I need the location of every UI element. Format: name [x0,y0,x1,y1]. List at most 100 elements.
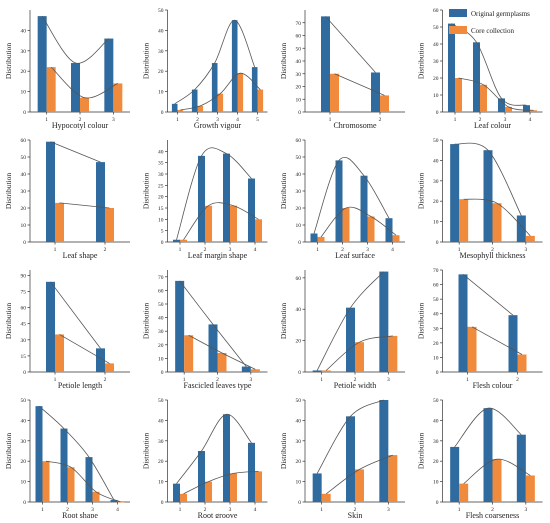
x-tick-label: 1 [179,507,182,513]
chart-panel-leaf-shape: 0 10 20 30 40 50 60 Distribution 1 2 Leaf shape [4,138,130,260]
y-tick-label: 50 [296,155,302,161]
trend-curve-core-collection [50,66,118,99]
y-axis-label: Distribution [279,433,288,470]
trend-curve-core-collection [320,206,397,238]
x-tick-label: 4 [391,247,394,253]
bar-core-collection-1 [42,461,50,502]
bar-core-collection-3 [217,93,224,112]
y-tick-label: 20 [21,459,27,465]
y-tick-label: 60 [21,138,27,144]
y-tick-label: 30 [433,179,439,185]
bar-original-germplasms-2 [483,150,493,242]
x-tick-label: 1 [466,377,469,383]
trend-curve-core-collection [463,198,531,237]
trend-curve-original-germplasms [462,274,514,316]
x-tick-label: 2 [354,377,357,383]
y-tick-label: 40 [433,42,439,48]
bar-core-collection-1 [321,370,331,372]
x-tick-label: 3 [504,117,507,123]
chart-title: Mesophyll thickness [460,251,526,260]
bar-core-collection-1 [330,73,339,112]
bar-core-collection-3 [525,475,535,502]
trend-curve-original-germplasms [176,147,252,240]
chart-title: Leaf colour [474,121,511,130]
y-tick-label: 40 [296,172,302,178]
trend-curve-core-collection [183,202,259,240]
bar-original-germplasms-1 [46,141,55,242]
trend-curve-original-germplasms [176,413,252,484]
bar-core-collection-3 [230,473,237,502]
y-tick-label: 50 [158,8,164,14]
chart-title: Hypocotyl colour [52,121,109,130]
legend-label-original-germplasms: Original germplasms [471,10,530,18]
x-tick-label: 2 [479,117,482,123]
bar-core-collection-2 [492,203,502,242]
x-tick-label: 2 [79,117,82,123]
y-tick-label: 15 [21,354,27,360]
bar-original-germplasms-1 [173,239,180,242]
y-tick-label: 20 [21,69,27,75]
chart-panel-leaf-surface: 0 10 20 30 40 50 60 Distribution 1 2 3 4 Leaf surfac… [279,138,405,260]
bar-core-collection-4 [255,471,262,502]
x-tick-label: 2 [491,247,494,253]
chart-title: Fascicled leaves type [184,381,252,390]
y-tick-label: 70 [296,21,302,27]
y-axis-label: Distribution [417,433,426,470]
x-tick-label: 3 [366,247,369,253]
bar-core-collection-3 [367,216,375,242]
bar-core-collection-1 [180,493,187,502]
bar-core-collection-2 [342,208,350,242]
bar-core-collection-3 [505,106,512,112]
y-tick-label: 10 [21,223,27,229]
bar-original-germplasms-3 [516,215,526,242]
y-tick-label: 15 [158,206,164,212]
y-tick-label: 60 [296,276,302,282]
bar-original-germplasms-3 [223,414,230,502]
chart-title: Flesh coarseness [466,511,520,518]
bar-original-germplasms-4 [523,105,530,112]
bar-core-collection-1 [455,78,462,112]
bar-core-collection-2 [105,208,114,242]
bar-core-collection-1 [459,483,469,502]
y-tick-label: 30 [296,72,302,78]
y-tick-label: 60 [433,8,439,14]
bar-original-germplasms-4 [248,178,255,242]
y-tick-label: 0 [298,500,301,506]
y-tick-label: 70 [433,268,439,274]
y-tick-label: 30 [21,439,27,445]
y-axis-label: Distribution [142,303,151,340]
legend-swatch-core-collection [449,26,467,34]
y-tick-label: 50 [296,398,302,404]
y-tick-label: 60 [158,288,164,294]
y-tick-label: 40 [296,418,302,424]
trend-curve-core-collection [325,335,393,371]
bar-original-germplasms-2 [371,72,380,112]
y-tick-label: 30 [158,49,164,55]
x-tick-label: 3 [524,507,527,513]
y-tick-label: 10 [433,220,439,226]
x-tick-label: 2 [204,247,207,253]
trend-curve-original-germplasms [316,399,384,474]
y-tick-label: 20 [433,341,439,347]
y-tick-label: 60 [21,306,27,312]
y-tick-label: 0 [436,370,439,376]
trend-curve-original-germplasms [38,405,115,501]
y-tick-label: 20 [158,195,164,201]
y-tick-label: 35 [158,161,164,167]
y-tick-label: 0 [298,240,301,246]
bar-original-germplasms-3 [498,98,505,112]
x-tick-label: 4 [236,117,239,123]
chart-panel-leaf-colour: 0 10 20 30 40 50 60 Distribution 1 2 3 4 Leaf colour [417,8,543,130]
y-tick-label: 50 [433,138,439,144]
y-tick-label: 20 [158,459,164,465]
trend-curve-core-collection [458,77,534,111]
x-tick-label: 1 [179,247,182,253]
y-tick-label: 50 [433,25,439,31]
x-tick-label: 3 [387,377,390,383]
bar-core-collection-2 [355,469,364,502]
x-tick-label: 3 [524,247,527,253]
y-tick-label: 30 [433,439,439,445]
bar-core-collection-4 [237,73,244,112]
trend-curve-core-collection [59,202,110,209]
